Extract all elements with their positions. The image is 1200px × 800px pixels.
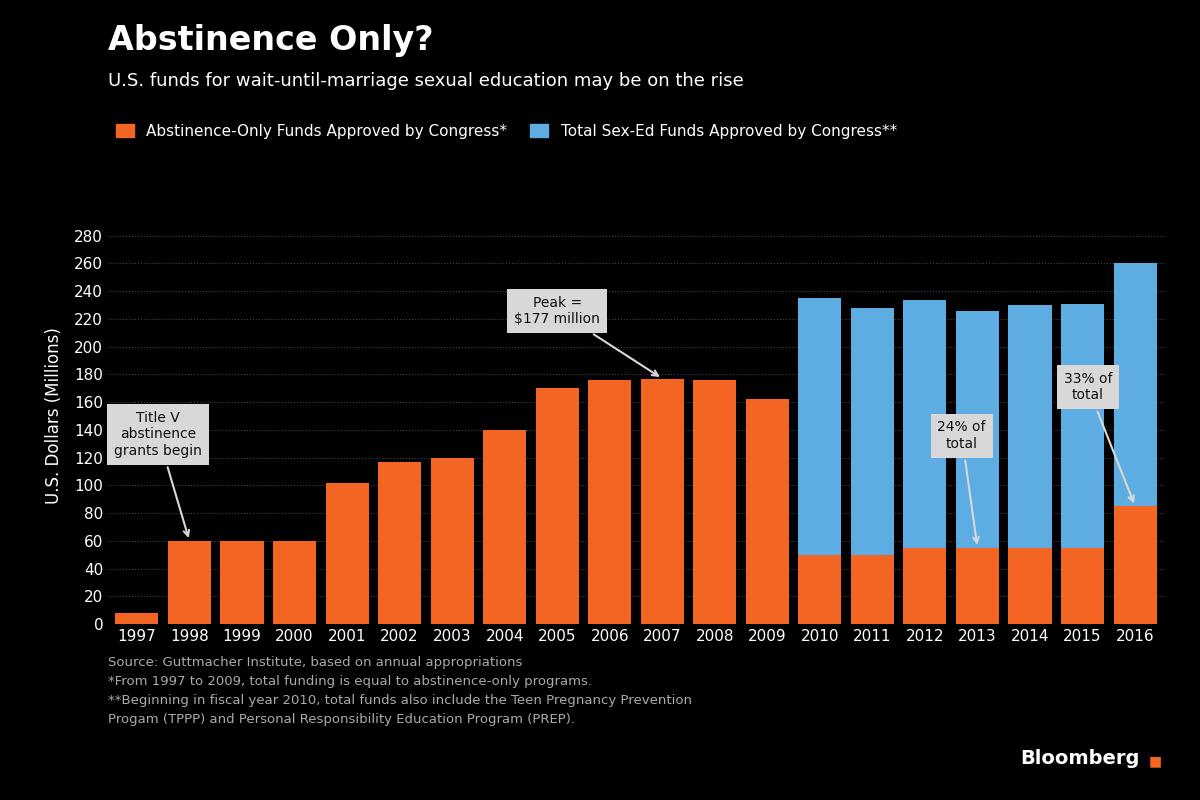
Bar bbox=[1061, 548, 1104, 624]
Bar bbox=[746, 399, 788, 624]
Text: ■: ■ bbox=[1148, 754, 1162, 768]
Text: Source: Guttmacher Institute, based on annual appropriations
*From 1997 to 2009,: Source: Guttmacher Institute, based on a… bbox=[108, 656, 692, 726]
Text: Abstinence Only?: Abstinence Only? bbox=[108, 24, 433, 57]
Y-axis label: U.S. Dollars (Millions): U.S. Dollars (Millions) bbox=[46, 327, 64, 505]
Text: 33% of
total: 33% of total bbox=[1063, 372, 1134, 502]
Bar bbox=[694, 380, 737, 624]
Bar bbox=[694, 380, 737, 624]
Bar bbox=[535, 388, 578, 624]
Bar bbox=[484, 430, 526, 624]
Bar bbox=[904, 299, 947, 624]
Bar bbox=[325, 482, 368, 624]
Bar bbox=[588, 380, 631, 624]
Bar bbox=[431, 458, 474, 624]
Bar bbox=[168, 541, 211, 624]
Bar bbox=[851, 308, 894, 624]
Bar bbox=[1008, 305, 1051, 624]
Legend: Abstinence-Only Funds Approved by Congress*, Total Sex-Ed Funds Approved by Cong: Abstinence-Only Funds Approved by Congre… bbox=[115, 124, 896, 138]
Bar bbox=[1114, 506, 1157, 624]
Bar bbox=[798, 554, 841, 624]
Bar bbox=[378, 462, 421, 624]
Bar bbox=[1008, 548, 1051, 624]
Bar bbox=[1061, 304, 1104, 624]
Bar bbox=[325, 482, 368, 624]
Bar bbox=[535, 388, 578, 624]
Bar bbox=[168, 541, 211, 624]
Text: Title V
abstinence
grants begin: Title V abstinence grants begin bbox=[114, 411, 202, 536]
Bar bbox=[221, 541, 264, 624]
Bar bbox=[904, 548, 947, 624]
Bar bbox=[746, 399, 788, 624]
Bar bbox=[588, 380, 631, 624]
Bar bbox=[851, 554, 894, 624]
Text: Peak =
$177 million: Peak = $177 million bbox=[515, 296, 658, 376]
Bar bbox=[956, 548, 1000, 624]
Text: Bloomberg: Bloomberg bbox=[1021, 749, 1140, 768]
Bar bbox=[221, 541, 264, 624]
Bar bbox=[378, 462, 421, 624]
Bar bbox=[641, 378, 684, 624]
Bar bbox=[956, 310, 1000, 624]
Bar bbox=[798, 298, 841, 624]
Bar bbox=[115, 613, 158, 624]
Bar bbox=[272, 541, 316, 624]
Bar bbox=[115, 613, 158, 624]
Text: U.S. funds for wait-until-marriage sexual education may be on the rise: U.S. funds for wait-until-marriage sexua… bbox=[108, 72, 744, 90]
Text: 24% of
total: 24% of total bbox=[937, 421, 986, 542]
Bar bbox=[431, 458, 474, 624]
Bar bbox=[641, 378, 684, 624]
Bar bbox=[272, 541, 316, 624]
Bar bbox=[484, 430, 526, 624]
Bar bbox=[1114, 263, 1157, 624]
